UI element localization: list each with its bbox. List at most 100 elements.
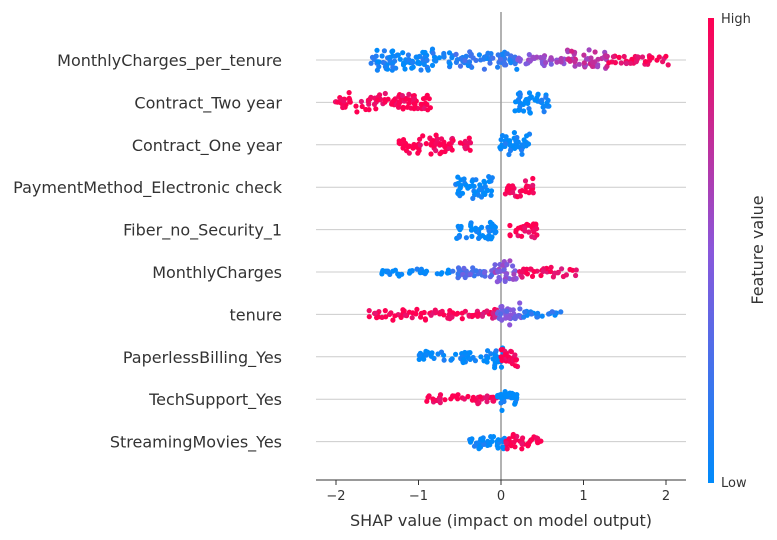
- shap-point: [498, 311, 504, 317]
- shap-point: [531, 227, 537, 233]
- shap-point: [467, 49, 473, 55]
- shap-point: [455, 180, 461, 187]
- shap-point: [504, 51, 510, 57]
- shap-point: [457, 140, 463, 146]
- shap-point: [397, 56, 403, 62]
- feature-label: TechSupport_Yes: [148, 390, 282, 410]
- shap-point: [426, 96, 432, 102]
- shap-point: [572, 63, 578, 69]
- shap-point: [507, 142, 513, 148]
- shap-point: [621, 53, 627, 60]
- shap-point: [389, 49, 395, 55]
- shap-point: [470, 195, 476, 201]
- shap-point: [530, 190, 536, 196]
- shap-point: [494, 279, 500, 285]
- shap-point: [488, 434, 494, 440]
- shap-point: [368, 94, 374, 100]
- feature-label: Contract_Two year: [134, 93, 282, 113]
- shap-point: [492, 262, 498, 268]
- shap-point: [492, 360, 498, 366]
- colorbar-low-label: Low: [721, 476, 747, 491]
- shap-point: [447, 308, 453, 314]
- shap-point: [470, 55, 476, 61]
- shap-point: [422, 100, 429, 106]
- shap-point: [530, 221, 537, 227]
- shap-point: [429, 140, 435, 146]
- shap-point: [504, 308, 510, 314]
- shap-point: [467, 147, 473, 153]
- shap-point: [488, 192, 494, 198]
- shap-point: [498, 137, 504, 143]
- shap-point: [521, 137, 527, 143]
- shap-point: [420, 133, 426, 139]
- shap-point: [508, 443, 514, 449]
- shap-point: [490, 55, 496, 61]
- shap-point: [444, 270, 451, 276]
- x-tick-label: 1: [579, 489, 587, 504]
- shap-point: [642, 59, 649, 65]
- shap-point: [633, 59, 639, 65]
- shap-point: [382, 308, 388, 314]
- shap-point: [502, 351, 508, 358]
- shap-point: [400, 106, 406, 112]
- shap-point: [660, 59, 666, 65]
- shap-point: [512, 108, 518, 114]
- shap-point: [498, 395, 505, 401]
- shap-point: [488, 223, 494, 229]
- shap-point: [476, 52, 482, 58]
- shap-point: [449, 54, 455, 61]
- shap-point: [447, 61, 453, 67]
- shap-point: [353, 103, 359, 109]
- shap-point: [467, 439, 474, 445]
- shap-point: [519, 147, 525, 153]
- shap-point: [523, 61, 529, 67]
- shap-point: [475, 192, 481, 198]
- shap-point: [372, 310, 378, 316]
- shap-point: [549, 309, 555, 315]
- x-axis-ticks: −2 −1 0 1 2: [326, 480, 670, 504]
- shap-point: [381, 48, 387, 54]
- shap-point: [647, 55, 653, 61]
- x-axis-title: SHAP value (impact on model output): [350, 511, 652, 530]
- shap-point: [388, 310, 394, 316]
- shap-point: [538, 54, 544, 61]
- shap-point: [519, 151, 525, 157]
- shap-point: [385, 268, 391, 274]
- shap-point: [422, 95, 428, 101]
- shap-point: [377, 92, 383, 98]
- shap-point: [437, 151, 443, 157]
- shap-point: [442, 148, 448, 155]
- x-tick-label: −2: [326, 489, 345, 504]
- shap-point: [438, 136, 445, 142]
- shap-point: [503, 134, 509, 140]
- shap-point: [627, 60, 634, 66]
- shap-point: [541, 103, 547, 109]
- shap-point: [430, 50, 436, 56]
- shap-point: [479, 437, 486, 443]
- shap-point: [410, 96, 417, 102]
- shap-point: [457, 63, 464, 69]
- shap-point: [433, 148, 439, 154]
- shap-point: [528, 311, 535, 317]
- shap-point: [390, 317, 396, 323]
- shap-point: [485, 348, 491, 354]
- shap-point: [411, 141, 417, 148]
- shap-point: [416, 352, 422, 358]
- shap-point: [525, 141, 532, 147]
- shap-point: [471, 443, 478, 449]
- shap-point: [484, 399, 490, 405]
- shap-point: [526, 52, 532, 58]
- shap-point: [504, 262, 510, 268]
- shap-point: [382, 64, 388, 70]
- shap-point: [428, 151, 434, 157]
- shap-point: [385, 96, 391, 102]
- shap-point: [589, 63, 596, 69]
- shap-point: [558, 55, 564, 62]
- shap-point: [379, 53, 385, 59]
- shap-point: [535, 91, 541, 97]
- shap-point: [470, 265, 476, 271]
- shap-point: [400, 307, 406, 313]
- shap-point: [519, 269, 525, 275]
- shap-point: [478, 354, 484, 360]
- shap-point: [496, 274, 502, 281]
